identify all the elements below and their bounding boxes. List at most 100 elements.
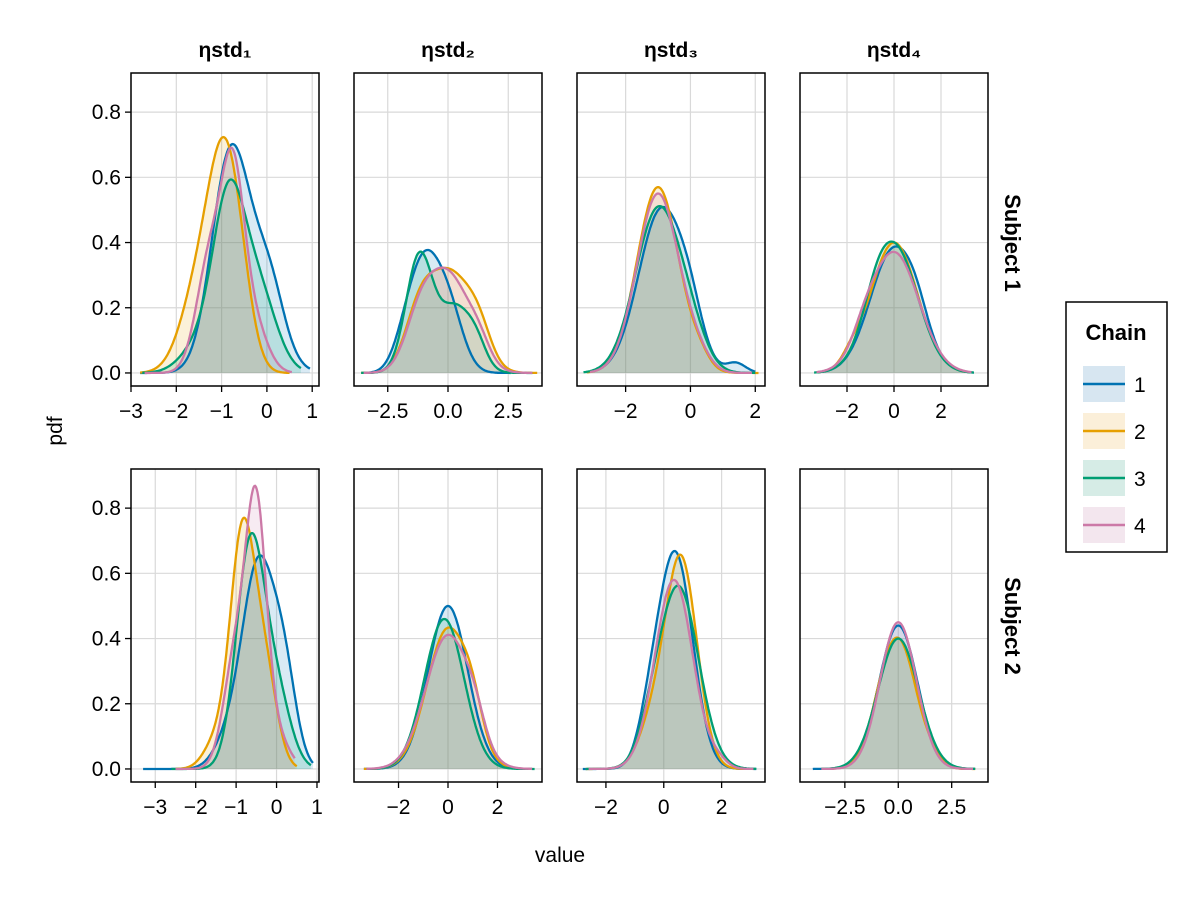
row-title-subject-1: Subject 1 [1000, 194, 1025, 292]
y-tick-label: 0.8 [92, 497, 121, 520]
x-tick-label: 0 [442, 796, 454, 819]
density-fill-chain-2 [363, 627, 530, 769]
x-tick-label: 0.0 [884, 796, 913, 819]
x-tick-label: −2 [184, 796, 208, 819]
density-fill-chain-3 [583, 206, 756, 373]
panel-r1-c1: −3 −2 −1 0 1 0.0 0.2 0.4 0.6 0.8 [92, 72, 320, 423]
legend-label: 1 [1134, 374, 1146, 397]
x-tick-label: 0 [685, 400, 697, 423]
x-tick-label: 2 [492, 796, 504, 819]
x-tick-label: −2.5 [824, 796, 865, 819]
density-fill-chain-3 [361, 251, 533, 373]
x-tick-label: 1 [311, 796, 323, 819]
y-tick-label: 0.8 [92, 101, 121, 124]
density-line-chain-3 [361, 250, 533, 375]
density-line-chain-4 [144, 146, 293, 375]
column-title-1: ηstd₁ [198, 39, 251, 62]
column-title-2: ηstd₂ [421, 39, 475, 62]
column-title-3: ηstd₃ [644, 39, 698, 62]
density-fill-chain-1 [582, 551, 757, 769]
density-fill-chain-2 [140, 137, 290, 373]
density-fill-chain-2 [821, 637, 976, 769]
x-tick-label: −2.5 [367, 400, 408, 423]
density-fill-chain-1 [812, 625, 976, 769]
x-tick-label: −2 [594, 796, 618, 819]
density-line-chain-4 [363, 266, 533, 375]
y-tick-label: 0.2 [92, 693, 121, 716]
panel-frame [576, 72, 766, 387]
panel-r2-c4: −2.5 0.0 2.5 [799, 468, 989, 819]
x-tick-label: 0 [888, 400, 900, 423]
density-fill-chain-2 [585, 554, 754, 769]
legend-entry-chain-3: 3 [1083, 460, 1146, 496]
x-tick-label: 2 [716, 796, 728, 819]
density-fill-chain-1 [363, 605, 530, 769]
x-tick-label: −3 [143, 796, 167, 819]
panel-r2-c3: −2 0 2 [576, 468, 766, 819]
legend-entry-chain-4: 4 [1083, 507, 1146, 543]
density-line-chain-4 [589, 192, 752, 375]
panel-frame [576, 468, 766, 783]
y-tick-label: 0.4 [92, 628, 122, 651]
panel-r1-c4: −2 0 2 [799, 72, 989, 423]
density-line-chain-3 [813, 240, 975, 374]
density-fill-chain-4 [175, 485, 295, 769]
y-tick-label: 0.6 [92, 562, 121, 585]
density-fill-chain-2 [586, 187, 759, 373]
density-line-chain-4 [175, 484, 296, 771]
legend-entry-chain-1: 1 [1083, 366, 1146, 402]
row-title-subject-2: Subject 2 [1000, 577, 1025, 675]
legend-label: 4 [1134, 515, 1146, 538]
density-fill-chain-4 [821, 622, 973, 769]
x-tick-label: 0 [271, 796, 283, 819]
panel-r2-c1: −3 −2 −1 0 1 0.0 0.2 0.4 0.6 0.8 [92, 468, 323, 819]
legend-entry-chain-2: 2 [1083, 413, 1146, 449]
panel-r1-c2: −2.5 0.0 2.5 [353, 72, 543, 423]
x-tick-label: 2 [935, 400, 947, 423]
x-axis-title: value [535, 844, 585, 867]
y-tick-label: 0.0 [92, 362, 121, 385]
density-fill-chain-3 [366, 619, 535, 769]
x-tick-label: −3 [119, 400, 143, 423]
density-fill-chain-4 [588, 579, 754, 769]
y-axis-title: pdf [44, 416, 67, 445]
legend-title: Chain [1085, 320, 1146, 345]
x-tick-label: −1 [224, 796, 248, 819]
x-tick-label: 2 [749, 400, 761, 423]
density-line-chain-2 [140, 135, 290, 375]
x-tick-label: −2 [387, 796, 411, 819]
x-tick-label: −2 [835, 400, 859, 423]
panel-frame [799, 468, 989, 783]
panel-background [577, 73, 765, 386]
density-line-chain-4 [816, 250, 972, 374]
legend: Chain 1 2 3 4 [1065, 301, 1168, 553]
x-tick-label: 2.5 [937, 796, 966, 819]
density-fill-chain-4 [590, 193, 752, 373]
density-line-chain-3 [821, 637, 976, 771]
legend-label: 3 [1134, 468, 1146, 491]
density-fill-chain-1 [143, 555, 313, 769]
panel-background [131, 73, 319, 386]
density-line-chain-3 [142, 178, 302, 374]
density-line-chain-4 [821, 621, 973, 771]
x-tick-label: 1 [306, 400, 318, 423]
density-fill-chain-4 [366, 634, 533, 769]
legend-label: 2 [1134, 421, 1146, 444]
column-title-4: ηstd₄ [867, 39, 921, 62]
panel-frame [130, 468, 320, 783]
density-fill-chain-1 [140, 144, 310, 373]
legend-entries: 1 2 3 4 [1083, 366, 1146, 543]
density-fill-chain-4 [363, 267, 533, 373]
panels-layer: ηstd₁ ηstd₂ ηstd₃ ηstd₄ −3 −2 −1 0 1 0.0 0.2 0.4 0.6… [92, 39, 989, 819]
panel-r1-c3: −2 0 2 [576, 72, 766, 423]
density-fill-chain-1 [586, 207, 756, 373]
density-fill-chain-3 [171, 533, 311, 769]
density-line-chain-4 [366, 633, 533, 771]
y-tick-label: 0.2 [92, 297, 121, 320]
x-tick-label: 2.5 [494, 400, 523, 423]
x-tick-label: −1 [210, 400, 234, 423]
density-fill-chain-3 [814, 241, 974, 373]
panel-background [577, 469, 765, 782]
